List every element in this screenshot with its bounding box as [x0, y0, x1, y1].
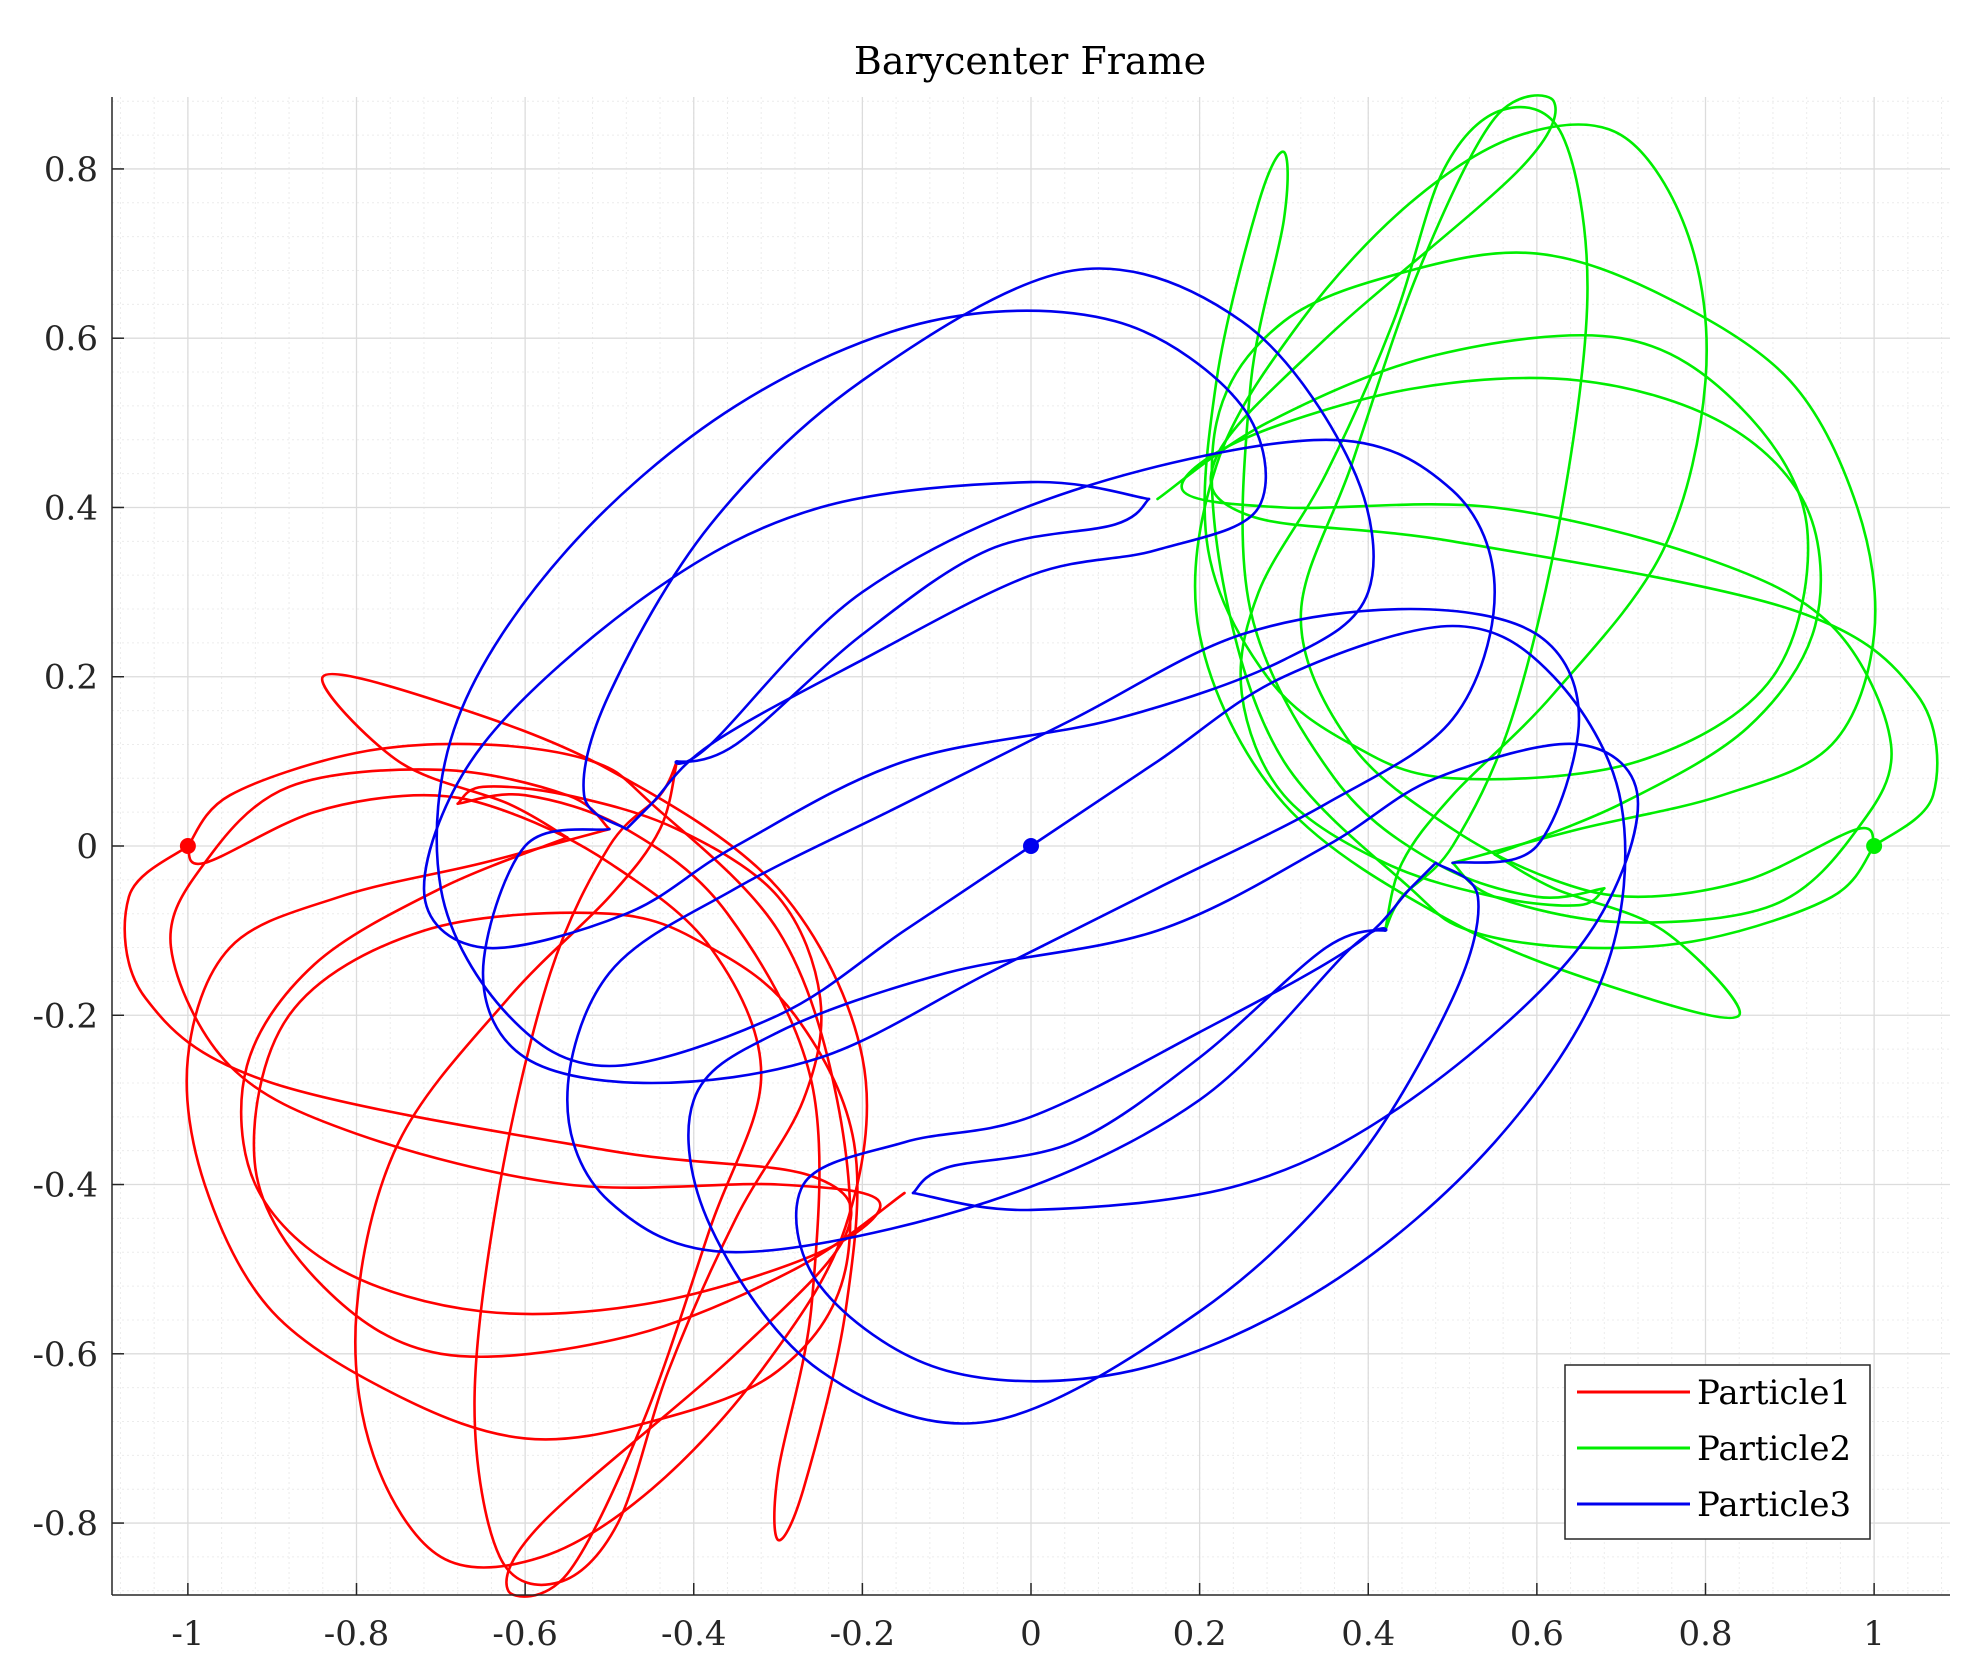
x-tick-label: -0.8	[324, 1614, 390, 1654]
series-line	[1239, 105, 1606, 932]
series-line	[687, 742, 1640, 1425]
y-tick-label: 0.6	[44, 319, 98, 359]
legend: Particle1 Particle2 Particle3	[1564, 1364, 1871, 1540]
y-tick-label: 0.2	[44, 658, 98, 698]
legend-label: Particle1	[1697, 1373, 1851, 1413]
y-tick-label: 0	[76, 827, 98, 867]
x-tick-label: 0	[1020, 1614, 1042, 1654]
series-line	[1156, 150, 1810, 899]
y-tick-label: -0.8	[32, 1504, 98, 1544]
legend-label: Particle3	[1697, 1485, 1851, 1525]
legend-label: Particle2	[1697, 1429, 1851, 1469]
y-tick-label: 0.8	[44, 150, 98, 190]
series-particle2	[1156, 94, 1939, 1020]
x-tick-label: 0.2	[1173, 1614, 1227, 1654]
x-tick-label: -0.2	[830, 1614, 896, 1654]
x-tick-label: 0.4	[1341, 1614, 1395, 1654]
series-line	[1180, 376, 1893, 924]
start-point-marker	[1023, 838, 1039, 854]
x-tick-label: 0.8	[1678, 1614, 1732, 1654]
chart-title: Barycenter Frame	[854, 39, 1206, 83]
series-line	[123, 793, 853, 1598]
x-tick-label: -1	[171, 1614, 204, 1654]
x-tick-label: 1	[1863, 1614, 1885, 1654]
series-line	[1209, 94, 1939, 899]
series-line	[1193, 123, 1742, 1020]
series-line	[456, 760, 823, 1587]
legend-box	[1564, 1364, 1871, 1540]
plot-area	[123, 94, 1939, 1598]
series-line	[320, 672, 869, 1569]
y-tick-labels: -0.8 -0.6 -0.4 -0.2 0 0.2 0.4 0.6 0.8	[32, 150, 98, 1544]
series-line	[566, 607, 1581, 1254]
series-particle1	[123, 672, 906, 1598]
series-line	[1210, 251, 1877, 950]
x-tick-label: -0.6	[492, 1614, 558, 1654]
series-particle3	[422, 267, 1640, 1425]
x-tick-labels: -1 -0.8 -0.6 -0.4 -0.2 0 0.2 0.4 0.6 0.8 1	[171, 1614, 1885, 1654]
y-tick-label: -0.6	[32, 1335, 98, 1375]
x-tick-label: 0.6	[1510, 1614, 1564, 1654]
series-line	[252, 793, 906, 1542]
x-tick-label: -0.4	[661, 1614, 727, 1654]
series-line	[481, 438, 1496, 1085]
series-line	[422, 267, 1375, 950]
series-line	[435, 309, 1268, 1068]
series-line	[794, 624, 1627, 1383]
series-line	[169, 768, 882, 1316]
y-tick-label: -0.4	[32, 1166, 98, 1206]
start-point-marker	[1866, 838, 1883, 854]
y-tick-label: 0.4	[44, 488, 98, 528]
series-line	[185, 742, 852, 1441]
y-tick-label: -0.2	[32, 996, 98, 1036]
start-point-marker	[179, 838, 196, 854]
axes	[111, 97, 1950, 1596]
